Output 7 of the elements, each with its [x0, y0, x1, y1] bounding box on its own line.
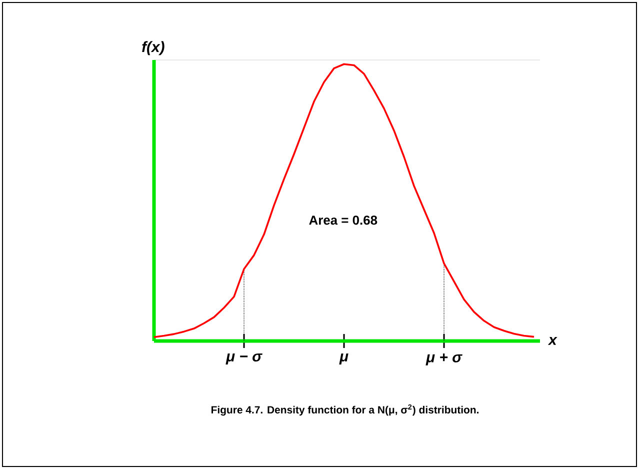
y-axis-title: f(x): [142, 41, 164, 56]
x-tick-label: μ + σ: [426, 354, 462, 366]
x-tick-label: μ − σ: [226, 354, 262, 364]
annotation: Area = 0.68: [309, 216, 378, 225]
x-tick-label: μ: [339, 354, 348, 364]
x-axis-title: x: [548, 337, 558, 345]
caption: Figure 4.7. Density function for a N(μ, σ$^{2}$) distribution.: [212, 404, 478, 416]
